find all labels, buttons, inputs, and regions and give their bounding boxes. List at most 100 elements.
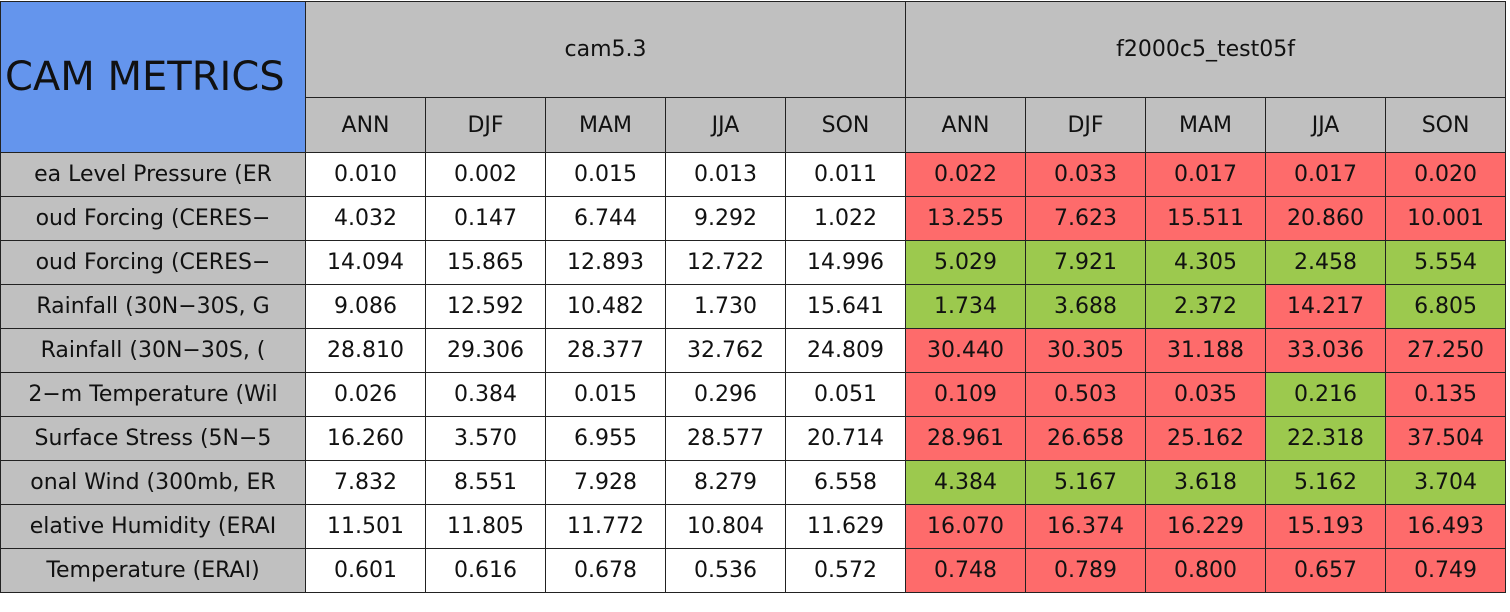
- metric-value: 0.536: [665, 548, 786, 593]
- metric-value: 3.618: [1145, 460, 1267, 505]
- metric-value: 6.744: [545, 196, 666, 241]
- metric-value: 0.789: [1025, 548, 1147, 593]
- metric-value: 0.503: [1025, 372, 1147, 417]
- season-header: ANN: [905, 97, 1027, 153]
- metric-value: 0.572: [784, 548, 907, 593]
- metric-value: 0.015: [545, 372, 666, 417]
- metric-value: 0.216: [1265, 372, 1387, 417]
- group-header: f2000c5_test05f: [905, 0, 1507, 99]
- metric-value: 0.135: [1385, 372, 1507, 417]
- row: elative Humidity (ERAI 11.501 11.805 11.772…: [0, 504, 1507, 549]
- metric-value: 16.260: [305, 416, 426, 461]
- metric-value: 0.616: [425, 548, 546, 593]
- group-header: cam5.3: [304, 0, 907, 99]
- season-header: ANN: [305, 97, 426, 153]
- metric-value: 25.162: [1145, 416, 1267, 461]
- metric-value: 30.440: [905, 328, 1027, 373]
- metric-value: 0.109: [905, 372, 1027, 417]
- row: Temperature (ERAI) 0.601 0.616 0.678 0.536 0.…: [0, 548, 1507, 593]
- metric-value: 0.748: [905, 548, 1027, 593]
- metric-value: 28.961: [905, 416, 1027, 461]
- row-label: oud Forcing (CERES−: [0, 240, 306, 285]
- row-label: Temperature (ERAI): [0, 548, 306, 593]
- metric-value: 10.001: [1385, 196, 1507, 241]
- metric-value: 4.032: [305, 196, 426, 241]
- metric-value: 2.458: [1265, 240, 1387, 285]
- season-header: DJF: [425, 97, 546, 153]
- metric-value: 0.013: [665, 152, 786, 197]
- metric-value: 12.893: [545, 240, 666, 285]
- metric-value: 5.167: [1025, 460, 1147, 505]
- metric-value: 7.921: [1025, 240, 1147, 285]
- metric-value: 11.629: [784, 504, 907, 549]
- metric-value: 0.022: [905, 152, 1027, 197]
- row: onal Wind (300mb, ER 7.832 8.551 7.928 8.279…: [0, 460, 1507, 505]
- metric-value: 0.800: [1145, 548, 1267, 593]
- metric-value: 11.772: [545, 504, 666, 549]
- metric-value: 4.384: [905, 460, 1027, 505]
- season-header: SON: [784, 97, 907, 153]
- metric-value: 0.002: [425, 152, 546, 197]
- metric-value: 14.094: [305, 240, 426, 285]
- metric-value: 20.860: [1265, 196, 1387, 241]
- metric-value: 10.804: [665, 504, 786, 549]
- metric-value: 0.678: [545, 548, 666, 593]
- metric-value: 7.832: [305, 460, 426, 505]
- row: CAM METRICS cam5.3 f2000c5_test05f: [0, 0, 1507, 153]
- metric-value: 28.377: [545, 328, 666, 373]
- metric-value: 16.493: [1385, 504, 1507, 549]
- metric-value: 16.374: [1025, 504, 1147, 549]
- metric-value: 5.162: [1265, 460, 1387, 505]
- metric-value: 31.188: [1145, 328, 1267, 373]
- season-header: JJA: [1265, 97, 1387, 153]
- metric-value: 0.296: [665, 372, 786, 417]
- row-label: Rainfall (30N−30S, (: [0, 328, 306, 373]
- metric-value: 5.554: [1385, 240, 1507, 285]
- metric-value: 12.592: [425, 284, 546, 329]
- metric-value: 7.928: [545, 460, 666, 505]
- metric-value: 9.086: [305, 284, 426, 329]
- metric-value: 7.623: [1025, 196, 1147, 241]
- metric-value: 11.805: [425, 504, 546, 549]
- metric-value: 28.577: [665, 416, 786, 461]
- table-title: CAM METRICS: [0, 1, 306, 153]
- metric-value: 15.511: [1145, 196, 1267, 241]
- row: Rainfall (30N−30S, (28.810 29.306 28.377 32…: [0, 328, 1507, 373]
- metric-value: 15.865: [425, 240, 546, 285]
- row: oud Forcing (CERES− 4.032 0.147 6.744 9.292 1…: [0, 196, 1507, 241]
- row-label: elative Humidity (ERAI: [0, 504, 306, 549]
- metric-value: 0.017: [1145, 152, 1267, 197]
- metric-value: 14.996: [784, 240, 907, 285]
- metric-value: 33.036: [1265, 328, 1387, 373]
- metric-value: 27.250: [1385, 328, 1507, 373]
- row: ANN DJF MAM JJA SON ANN DJF MAM JJA SON: [1, 97, 1507, 153]
- metric-value: 1.022: [784, 196, 907, 241]
- season-header: SON: [1385, 97, 1507, 153]
- metric-value: 6.805: [1385, 284, 1507, 329]
- metric-value: 20.714: [784, 416, 907, 461]
- metrics-table: CAM METRICS cam5.3 f2000c5_test05f ANN DJF MA…: [0, 0, 1507, 593]
- metric-value: 0.020: [1385, 152, 1507, 197]
- row-label: ea Level Pressure (ER: [0, 152, 306, 197]
- metric-value: 0.011: [784, 152, 907, 197]
- metric-value: 11.501: [305, 504, 426, 549]
- metric-value: 8.551: [425, 460, 546, 505]
- metric-value: 16.070: [905, 504, 1027, 549]
- metric-value: 0.026: [305, 372, 426, 417]
- metric-value: 0.051: [784, 372, 907, 417]
- row-label: Rainfall (30N−30S, G: [0, 284, 306, 329]
- season-header: DJF: [1025, 97, 1147, 153]
- metric-value: 6.955: [545, 416, 666, 461]
- row-label: 2−m Temperature (Wil: [0, 372, 306, 417]
- season-header: JJA: [665, 97, 786, 153]
- season-header: MAM: [545, 97, 666, 153]
- metric-value: 16.229: [1145, 504, 1267, 549]
- metric-value: 3.688: [1025, 284, 1147, 329]
- row-label: Surface Stress (5N−5: [0, 416, 306, 461]
- metric-value: 1.730: [665, 284, 786, 329]
- metric-value: 0.017: [1265, 152, 1387, 197]
- metric-value: 6.558: [784, 460, 907, 505]
- metric-value: 10.482: [545, 284, 666, 329]
- metric-value: 0.033: [1025, 152, 1147, 197]
- metric-value: 32.762: [665, 328, 786, 373]
